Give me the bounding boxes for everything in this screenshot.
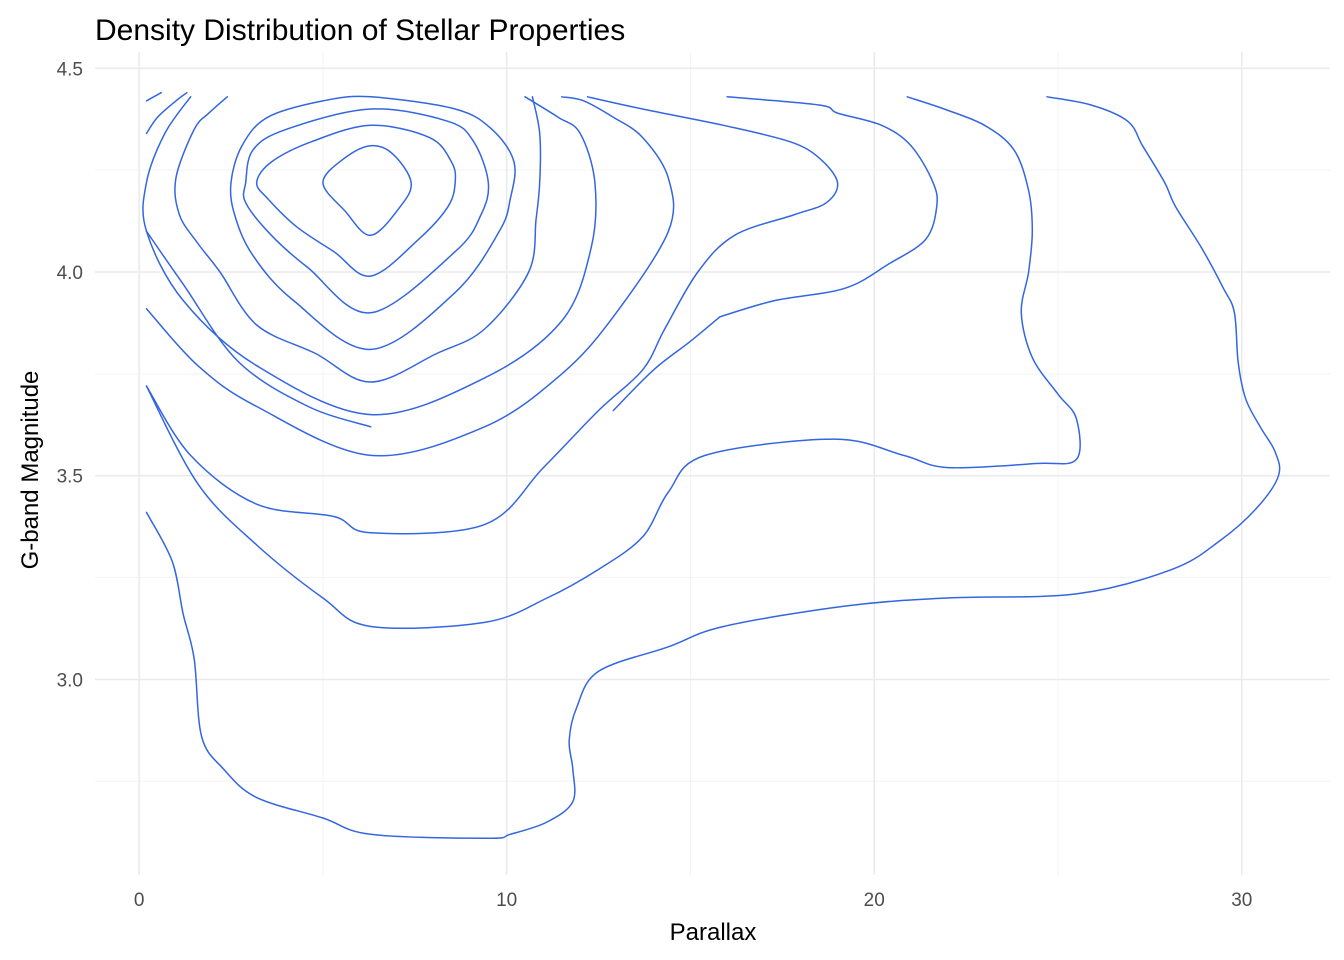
contour-line-1: [255, 124, 457, 277]
contour-line-3: [229, 95, 516, 351]
y-axis-ticks: 3.0 3.5 4.0 4.5: [57, 59, 83, 691]
contour-line-6: [145, 91, 162, 102]
contour-line-8: [145, 96, 675, 457]
x-tick-label-3: 30: [1231, 890, 1252, 911]
chart-title: Density Distribution of Stellar Properti…: [95, 14, 625, 47]
y-tick-label-3: 4.5: [57, 59, 83, 80]
contour-line-0: [322, 144, 412, 237]
contour-line-12: [145, 96, 1081, 629]
contour-line-4: [174, 96, 542, 383]
x-axis-title: Parallax: [670, 919, 757, 946]
y-tick-label-1: 3.5: [57, 467, 83, 488]
contour-line-5: [142, 96, 597, 416]
contour-line-10: [145, 96, 1281, 840]
x-axis-ticks: 0 10 20 30: [134, 890, 1253, 911]
y-tick-label-0: 3.0: [57, 670, 83, 691]
contour-line-14: [612, 316, 721, 412]
density-contours: [142, 91, 1281, 840]
contour-line-11: [145, 230, 372, 428]
x-tick-label-1: 10: [496, 890, 517, 911]
x-tick-label-0: 0: [134, 890, 145, 911]
major-gridlines: [95, 52, 1330, 875]
contour-line-2: [242, 108, 490, 314]
y-axis-title: G-band Magnitude: [17, 371, 44, 570]
x-tick-label-2: 20: [864, 890, 885, 911]
contour-line-7: [145, 91, 188, 135]
contour-line-13: [719, 96, 938, 318]
minor-gridlines: [95, 52, 1330, 875]
contour-line-9: [145, 96, 839, 535]
y-tick-label-2: 4.0: [57, 263, 83, 284]
